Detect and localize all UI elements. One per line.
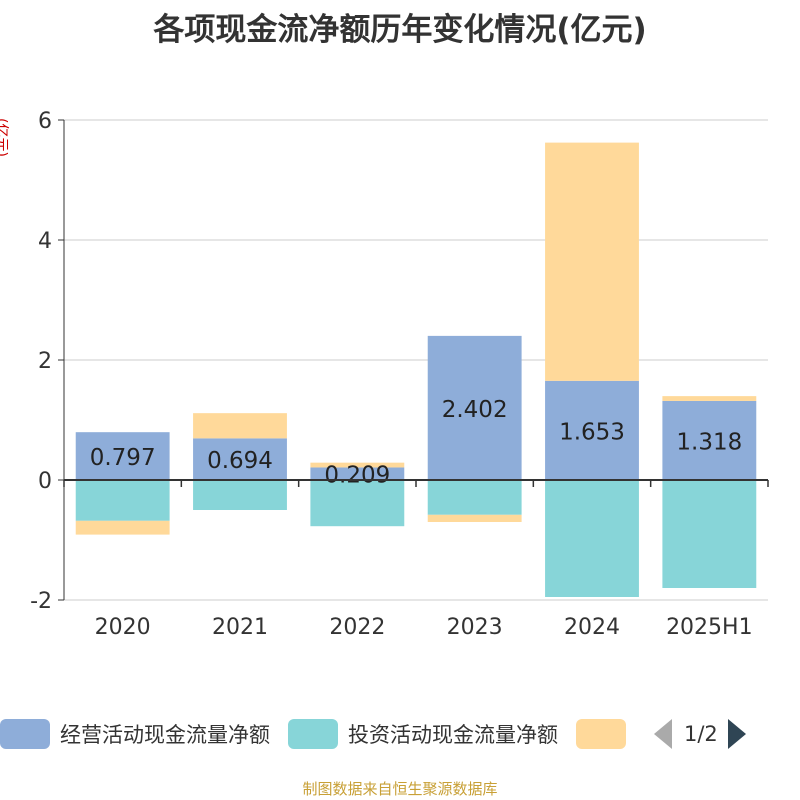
bar-2022-s1 [310,480,405,527]
legend-swatch-financing [576,719,626,749]
bar-2021-s1 [193,480,287,510]
bar-2024-s2 [545,142,639,381]
bar-marks [75,142,757,597]
bar-2022-s0 [310,467,405,480]
bar-2023-s0 [427,335,522,480]
bar-2025H1-s0 [662,400,757,480]
legend-swatch-operating [0,719,50,749]
next-page-icon[interactable] [727,719,746,749]
grid-lines [64,119,768,601]
bar-2021-s2 [193,413,287,439]
bar-2020-s0 [75,432,170,480]
legend-item-investing[interactable]: 投资活动现金流量净额 [288,719,558,749]
x-tick-label-2020: 2020 [95,615,151,640]
bar-2021-s0 [193,438,287,480]
x-tick-label-2021: 2021 [212,615,268,640]
prev-page-icon[interactable] [654,719,672,749]
x-tick-label-2023: 2023 [447,615,503,640]
legend: 经营活动现金流量净额 投资活动现金流量净额 1/2 [0,716,746,752]
data-label-2022: 0.209 [324,463,390,489]
data-label-2023: 2.402 [442,397,508,423]
x-tick-label-2024: 2024 [564,615,620,640]
legend-item-financing[interactable] [576,719,636,749]
legend-pager: 1/2 [654,719,746,749]
bar-2020-s2 [75,520,170,535]
y-tick-label: 0 [38,469,52,494]
data-label-2020: 0.797 [90,445,156,471]
x-tick-label-2025H1: 2025H1 [666,615,753,640]
y-tick-label: 6 [38,109,52,134]
x-tick-label-2022: 2022 [329,615,385,640]
bar-2025H1-s1 [662,480,757,588]
legend-label-investing: 投资活动现金流量净额 [348,723,558,747]
data-label-2024: 1.653 [559,419,625,445]
bar-2020-s1 [75,480,170,521]
bar-2025H1-s2 [662,396,757,401]
y-tick-label: -2 [30,589,52,614]
bar-2022-s2 [310,462,405,468]
y-tick-label: 4 [38,229,52,254]
bar-2024-s0 [545,380,639,480]
y-tick-label: 2 [38,349,52,374]
legend-label-operating: 经营活动现金流量净额 [60,723,270,747]
bar-2023-s1 [427,480,522,515]
chart-canvas: 0.797 0.694 0.209 2.402 1.653 1.318 -2 0 2 4 6 202… [30,109,769,640]
bar-2024-s1 [545,480,639,597]
data-label-2021: 0.694 [207,448,273,474]
chart-title: 各项现金流净额历年变化情况(亿元) [153,12,647,48]
legend-page-indicator: 1/2 [684,722,718,746]
data-labels: 0.797 0.694 0.209 2.402 1.653 1.318 [90,397,743,489]
legend-swatch-investing [288,719,338,749]
source-note: 制图数据来自恒生聚源数据库 [302,780,498,798]
bar-2023-s2 [427,514,522,522]
axes: -2 0 2 4 6 2020 2021 2022 2023 2024 2025H1 [30,109,769,640]
legend-item-operating[interactable]: 经营活动现金流量净额 [0,719,270,749]
data-label-2025H1: 1.318 [676,429,742,455]
